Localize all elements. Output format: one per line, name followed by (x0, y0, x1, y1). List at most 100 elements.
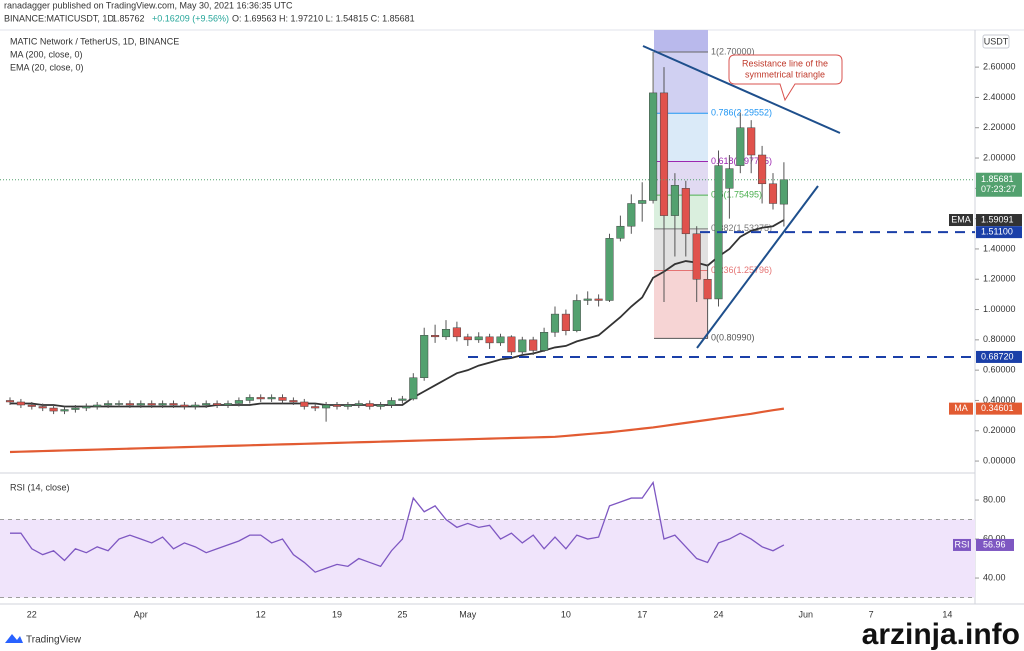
change: +0.16209 (+9.56%) (152, 13, 229, 23)
y-tick-label: 2.00000 (983, 152, 1016, 162)
line-tag-text: 1.59091 (981, 214, 1014, 224)
candle-body (169, 403, 178, 406)
candle-body (245, 397, 254, 401)
footer: TradingView (26, 635, 82, 646)
candle-body (365, 403, 374, 407)
candle-body (114, 403, 124, 405)
candle-body (289, 400, 298, 403)
candle-body (5, 400, 15, 403)
candle-body (540, 332, 549, 351)
rsi-tag (976, 538, 1014, 551)
candle-body (398, 398, 407, 401)
countdown: 07:23:27 (981, 184, 1016, 194)
candle-body (311, 406, 320, 409)
candle-body (387, 400, 396, 406)
candle-body (681, 188, 690, 235)
candle-body (725, 168, 734, 189)
candle-body (49, 407, 58, 412)
currency: USDT (984, 36, 1009, 46)
candle-body (452, 327, 461, 338)
candle-body (747, 127, 756, 156)
candle-body (441, 328, 451, 338)
ma-line (9, 407, 785, 454)
candle-body (474, 336, 483, 341)
rsi-tag-name-text: RSI (954, 539, 969, 549)
y-tick-label: 0.20000 (983, 425, 1016, 435)
candle-body (409, 377, 418, 400)
fib-label: 0.236(1.25796) (711, 265, 772, 275)
candle-body (420, 335, 429, 378)
candle-body (27, 404, 36, 407)
line-tag (976, 214, 1022, 227)
ma-line (10, 219, 785, 408)
candle-body (300, 401, 309, 407)
candle-body (779, 179, 788, 205)
x-tick-label: 12 (256, 609, 266, 619)
candle-body (332, 404, 342, 407)
trendline-lower (696, 185, 819, 349)
legend-ema: EMA (20, close, 0) (10, 62, 84, 72)
callout-text: symmetrical triangle (745, 69, 825, 79)
y-tick-label: 2.60000 (983, 61, 1016, 71)
publisher: ranadagger published on TradingView.com,… (4, 0, 293, 10)
fib-label: 0.786(2.29552) (711, 108, 772, 118)
line-tag-name (949, 214, 973, 227)
x-tick-label: Apr (134, 609, 148, 619)
candle-body (93, 404, 102, 407)
candle-body (202, 403, 211, 406)
candle-body (234, 400, 243, 404)
candle-body (38, 406, 47, 409)
candle-body (104, 403, 113, 406)
rsi-tag-name (953, 538, 971, 551)
candle-body (223, 403, 233, 406)
legend-rsi: RSI (14, close) (10, 482, 70, 492)
candle-body (550, 313, 560, 333)
candle-body (485, 336, 494, 344)
candle-body (561, 313, 570, 332)
candle-body (431, 335, 440, 338)
y-tick-label: 0.00000 (983, 455, 1016, 465)
y-tick-label: 60.00 (983, 533, 1006, 543)
last-price: 1.85762 (112, 13, 145, 23)
rsi-line (10, 480, 785, 573)
legend-title: MATIC Network / TetherUS, 1D, BINANCE (10, 36, 179, 46)
candle-body (507, 336, 516, 353)
candle-body (649, 92, 658, 201)
x-tick-label: 14 (942, 609, 952, 619)
x-tick-label: 10 (561, 609, 571, 619)
x-tick-label: Jun (798, 609, 813, 619)
support-tag-text: 1.51100 (981, 226, 1013, 236)
candle-body (376, 404, 385, 407)
candle-body (703, 278, 712, 300)
candle-body (768, 183, 778, 204)
candle-body (82, 406, 91, 409)
candle-body (736, 127, 745, 166)
x-tick-label: 17 (637, 609, 647, 619)
x-tick-label: May (459, 609, 477, 619)
ohlc: O: 1.69563 H: 1.97210 L: 1.54815 C: 1.85… (232, 13, 415, 23)
candle-body (692, 233, 701, 280)
candle-body (147, 403, 156, 406)
watermark: arzinja.info (862, 618, 1020, 651)
fib-label: 0.382(1.53275) (711, 223, 772, 233)
fib-label: 1(2.70000) (711, 46, 755, 56)
x-tick-label: 19 (332, 609, 342, 619)
fib-label: 0(0.80990) (711, 333, 755, 343)
x-tick-label: 7 (869, 609, 874, 619)
line-tag-name (949, 402, 973, 415)
x-tick-label: 24 (713, 609, 723, 619)
candle-body (638, 200, 647, 204)
trendline-upper (642, 45, 841, 134)
fib-top (654, 30, 708, 52)
y-tick-label: 1.20000 (983, 274, 1016, 284)
candle-body (191, 404, 200, 407)
candle-body (659, 92, 669, 216)
callout-text: Resistance line of the (742, 58, 828, 68)
support-tag (976, 350, 1022, 363)
y-tick-label: 2.40000 (983, 92, 1016, 102)
line-tag-text: 0.34601 (981, 403, 1014, 413)
y-tick-label: 2.20000 (983, 122, 1016, 132)
line-tag-name-text: MA (954, 403, 968, 413)
currency-box (982, 34, 1010, 49)
y-tick-label: 0.40000 (983, 395, 1016, 405)
